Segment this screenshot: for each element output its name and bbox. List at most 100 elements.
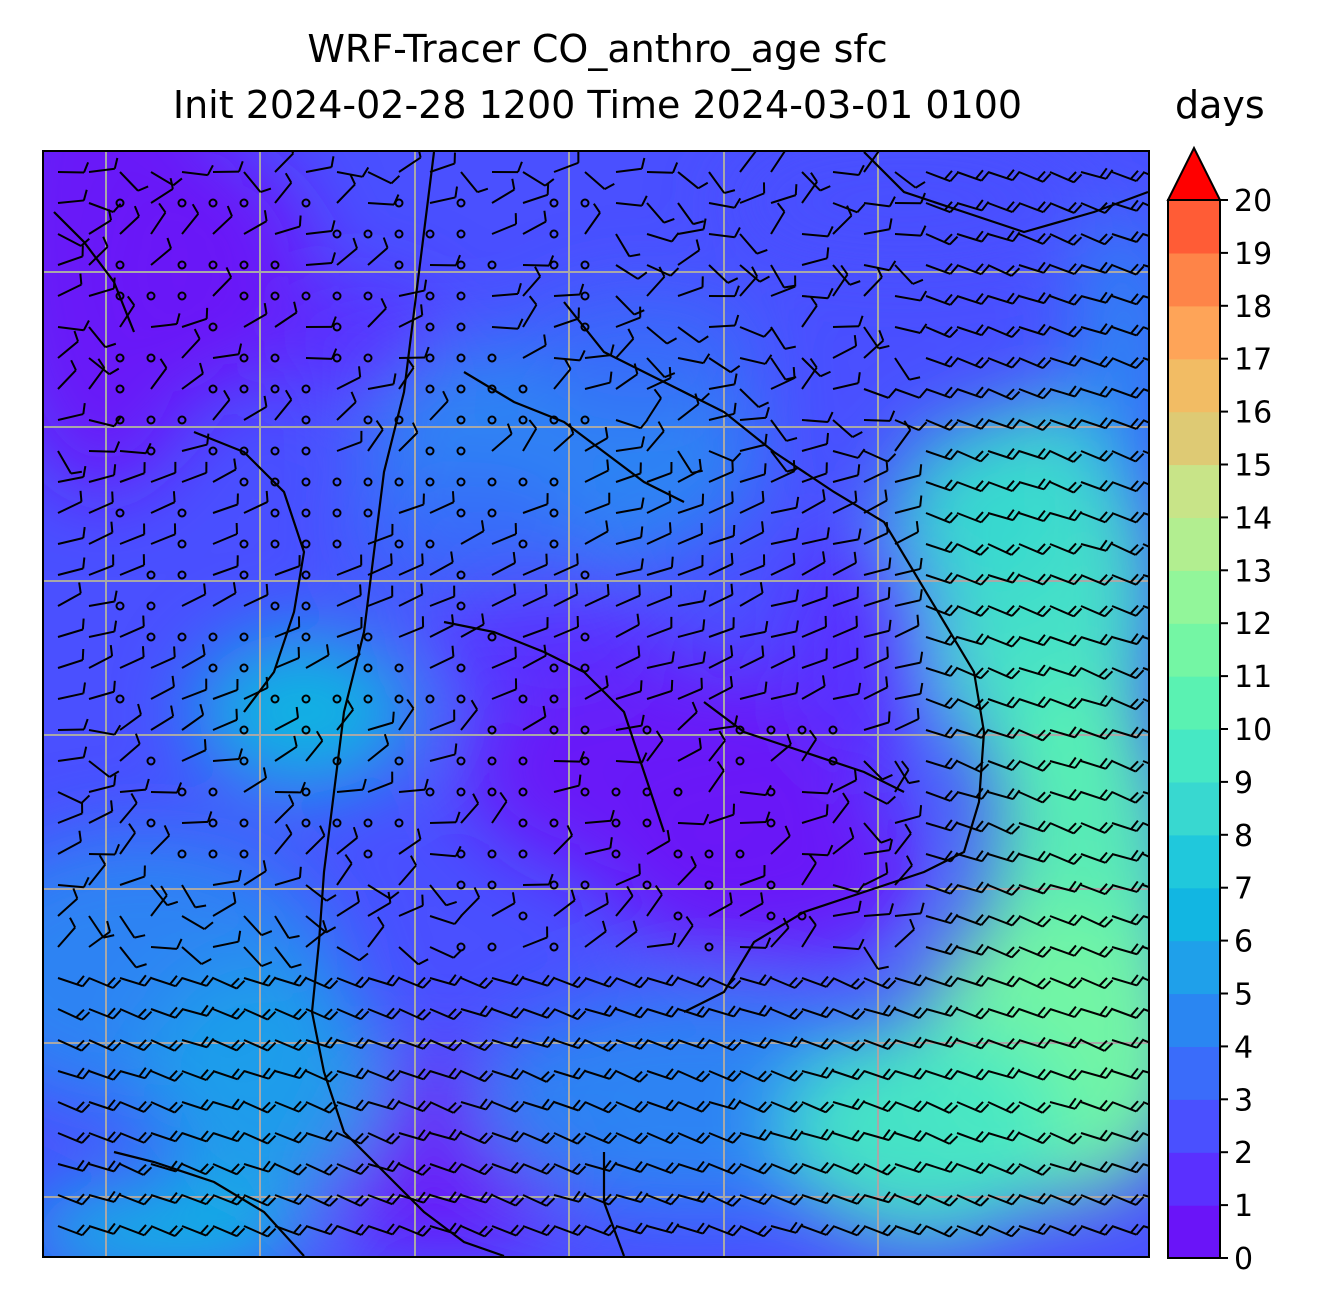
wind-barb [1080,667,1114,680]
wind-barb [212,748,243,762]
calm-wind-marker [828,756,838,766]
wind-barb [1049,1036,1083,1049]
wind-barb [615,526,644,545]
wind-barb [150,885,168,917]
wind-barb [801,287,834,300]
wind-barb [88,157,119,173]
wind-barb [336,778,367,793]
wind-barb [1049,822,1083,835]
wind-barb [1111,1067,1145,1080]
wind-barb [894,918,916,948]
wind-barb [863,266,883,297]
calm-wind-marker [394,694,404,704]
wind-barb [770,645,796,669]
wind-barb [708,373,738,390]
wind-barb [677,1005,711,1018]
wind-barb [1111,791,1145,804]
wind-barb [615,558,644,576]
wind-barb [770,1193,804,1206]
wind-barb [987,264,1021,277]
wind-barb [801,172,818,204]
wind-barb [181,1004,215,1017]
calm-wind-marker [766,818,776,828]
calm-wind-marker [177,787,187,797]
wind-barb [646,1005,680,1018]
calm-wind-marker [363,508,373,518]
calm-wind-marker [208,384,218,394]
wind-barb [677,651,706,669]
wind-barb [615,584,641,607]
wind-barb [708,227,741,239]
wind-barb [925,170,959,183]
colorbar-tick-label: 10 [1234,713,1272,748]
wind-barb [832,315,864,328]
wind-barb [243,1132,277,1145]
wind-barb [181,678,208,700]
wind-barb [1080,1161,1114,1174]
wind-barb [925,975,959,988]
wind-barb [770,825,791,855]
calm-wind-marker [239,353,249,363]
wind-barb [1018,882,1052,895]
calm-wind-marker [487,787,497,797]
wind-barb [1049,1097,1083,1110]
wind-barb [181,884,207,909]
wind-barb [1080,1005,1114,1018]
calm-wind-marker [549,477,559,487]
wind-barb [1080,573,1114,586]
wind-barb [739,1128,773,1141]
wind-barb [615,752,648,764]
wind-barb [150,358,168,390]
wind-barb [646,885,663,917]
wind-barb [801,1161,835,1174]
wind-barb [274,301,298,328]
wind-barb [615,233,641,258]
wind-barb [119,462,146,483]
wind-barb [832,647,859,669]
wind-barb [987,509,1021,522]
wind-barb [181,164,214,177]
wind-barb [150,523,177,545]
wind-barb [212,389,231,421]
wind-barb [801,615,827,638]
wind-barb [367,1007,401,1020]
wind-barb [491,1130,525,1143]
wind-barb [863,619,892,638]
calm-wind-marker [394,477,404,487]
calm-wind-marker [735,756,745,766]
calm-wind-marker [487,942,497,952]
wind-barb [584,1067,618,1080]
calm-wind-marker [518,384,528,394]
wind-barb [1080,291,1114,304]
calm-wind-marker [580,291,590,301]
calm-wind-marker [456,198,466,208]
wind-barb [1018,945,1052,958]
wind-barb [522,183,550,204]
wind-barb [1111,974,1145,987]
wind-barb [1080,449,1114,462]
calm-wind-marker [301,198,311,208]
colorbar-band [1168,887,1220,942]
calm-wind-marker [239,260,249,270]
wind-barb [863,152,880,173]
wind-barb [956,974,990,987]
wind-barb [925,697,959,710]
wind-barb [1080,1099,1114,1112]
wind-barb [956,726,990,739]
calm-wind-marker [301,787,311,797]
coastline-path [53,211,136,333]
calm-wind-marker [270,353,280,363]
calm-wind-marker [487,632,497,642]
calm-wind-marker [270,601,280,611]
wind-barb [770,460,796,483]
wind-barb [1142,698,1148,703]
wind-barb [398,1068,432,1081]
wind-barb [801,1066,835,1079]
calm-wind-marker [549,880,559,890]
wind-barb [150,1039,184,1052]
wind-barb [615,1190,649,1204]
wind-barb [336,853,353,886]
wind-barb [429,974,463,987]
wind-barb [677,326,709,344]
wind-barb [88,977,122,989]
